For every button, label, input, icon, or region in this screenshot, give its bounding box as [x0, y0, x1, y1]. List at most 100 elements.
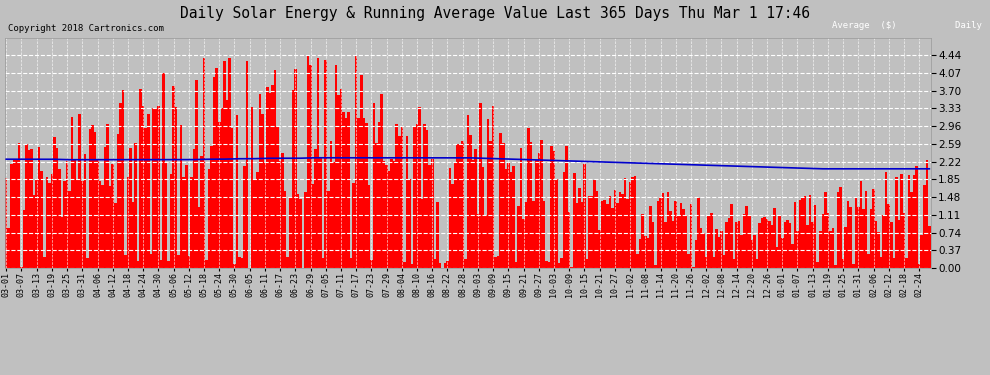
Bar [190, 177, 193, 268]
Bar [809, 195, 812, 268]
Bar [505, 169, 507, 268]
Bar [325, 60, 327, 268]
Bar [246, 61, 248, 268]
Bar [538, 153, 541, 268]
Bar [309, 65, 312, 268]
Bar [697, 198, 700, 268]
Bar [10, 164, 13, 268]
Bar [656, 201, 659, 268]
Text: Daily Solar Energy & Running Average Value Last 365 Days Thu Mar 1 17:46: Daily Solar Energy & Running Average Val… [180, 6, 810, 21]
Bar [284, 191, 286, 268]
Bar [426, 130, 429, 268]
Bar [83, 154, 86, 268]
Bar [312, 184, 315, 268]
Bar [231, 128, 234, 268]
Bar [905, 258, 908, 268]
Bar [476, 214, 479, 268]
Bar [796, 231, 799, 268]
Bar [419, 107, 421, 268]
Bar [903, 213, 905, 268]
Bar [695, 240, 697, 268]
Bar [806, 225, 809, 268]
Bar [180, 124, 182, 268]
Bar [832, 228, 835, 268]
Bar [812, 222, 814, 268]
Bar [149, 254, 152, 268]
Bar [289, 198, 291, 268]
Bar [791, 244, 794, 268]
Bar [286, 257, 289, 268]
Bar [28, 150, 31, 268]
Bar [687, 254, 690, 268]
Bar [619, 192, 621, 268]
Bar [492, 106, 494, 268]
Bar [768, 221, 771, 268]
Bar [413, 126, 416, 268]
Bar [753, 235, 755, 268]
Bar [872, 189, 875, 268]
Bar [575, 203, 578, 268]
Bar [395, 124, 398, 268]
Bar [213, 77, 216, 268]
Bar [611, 208, 614, 268]
Bar [674, 201, 677, 268]
Bar [63, 181, 65, 268]
Bar [760, 218, 763, 268]
Bar [253, 179, 256, 268]
Bar [122, 90, 124, 268]
Bar [926, 160, 928, 268]
Bar [78, 114, 81, 268]
Bar [880, 257, 882, 268]
Bar [281, 153, 284, 268]
Bar [49, 183, 50, 268]
Bar [637, 254, 639, 268]
Bar [497, 256, 500, 268]
Bar [679, 203, 682, 268]
Bar [352, 183, 355, 268]
Bar [507, 162, 510, 268]
Bar [434, 259, 436, 268]
Bar [898, 219, 900, 268]
Bar [778, 216, 781, 268]
Bar [332, 162, 335, 268]
Bar [76, 180, 78, 268]
Bar [446, 261, 448, 268]
Bar [783, 222, 786, 268]
Bar [456, 144, 459, 268]
Bar [117, 134, 119, 268]
Bar [870, 209, 872, 268]
Bar [271, 86, 274, 268]
Bar [552, 151, 555, 268]
Bar [216, 68, 218, 268]
Bar [5, 178, 8, 268]
Text: Average  ($): Average ($) [832, 21, 897, 30]
Bar [439, 263, 442, 268]
Bar [365, 123, 367, 268]
Bar [733, 259, 736, 268]
Bar [327, 191, 330, 268]
Bar [65, 161, 68, 268]
Bar [431, 159, 434, 268]
Bar [586, 259, 588, 268]
Bar [644, 236, 646, 268]
Bar [152, 108, 154, 268]
Bar [167, 261, 170, 268]
Bar [489, 141, 492, 268]
Bar [718, 237, 720, 268]
Bar [713, 257, 715, 268]
Bar [474, 149, 476, 268]
Bar [274, 69, 276, 268]
Bar [801, 196, 804, 268]
Bar [55, 148, 58, 268]
Bar [723, 255, 726, 268]
Bar [822, 214, 824, 268]
Bar [601, 201, 604, 268]
Bar [916, 166, 918, 268]
Bar [466, 115, 469, 268]
Bar [175, 107, 177, 268]
Bar [317, 58, 320, 268]
Bar [609, 196, 611, 268]
Bar [330, 141, 332, 268]
Bar [140, 88, 142, 268]
Bar [94, 132, 96, 268]
